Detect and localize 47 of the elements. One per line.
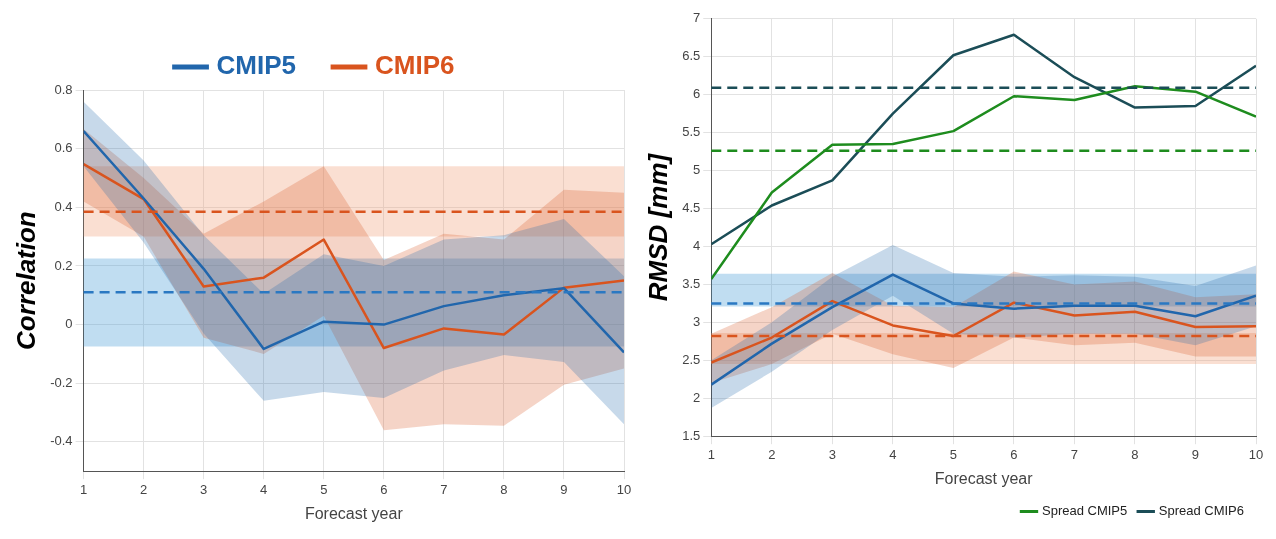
y-tick-label: 0.6 [54,140,73,156]
x-tick-label: 2 [768,446,776,462]
x-tick-label: 3 [828,446,836,462]
y-tick-label: 4.5 [682,200,701,216]
y-tick-label: 6 [693,86,701,102]
legend-label: Spread CMIP5 [1041,503,1128,519]
x-tick-label: 5 [949,446,957,462]
y-tick-label: -0.4 [50,433,73,449]
y-tick-label: 2 [693,389,701,405]
x-tick-label: 4 [889,446,897,462]
y-axis-title: Correlation [10,211,41,350]
y-tick-label: 0 [65,316,73,332]
y-tick-label: 2.5 [682,351,701,367]
y-tick-label: 3 [693,313,701,329]
x-tick-label: 9 [1191,446,1200,462]
y-tick-label: 0.8 [54,81,73,97]
x-tick-label: 10 [1248,446,1264,462]
y-tick-label: 3.5 [682,276,701,291]
y-tick-label: 7 [693,10,701,26]
y-tick-label: -0.2 [50,374,73,390]
y-axis-title: RMSD [mm] [642,152,673,302]
x-tick-label: 3 [200,481,208,497]
y-tick-label: 5 [693,162,701,178]
x-tick-label: 6 [380,481,388,497]
legend-label: CMIP6 [375,50,455,81]
x-tick-label: 1 [707,446,715,462]
x-tick-label: 10 [616,481,632,497]
y-tick-label: 6.5 [682,48,701,64]
y-tick-label: 0.4 [54,198,73,214]
y-tick-label: 5.5 [682,124,701,140]
x-axis-title: Forecast year [934,469,1034,487]
x-axis-title: Forecast year [304,504,404,522]
legend-label: CMIP5 [216,50,297,81]
y-tick-label: 1.5 [682,427,701,443]
x-tick-label: 4 [260,481,268,497]
x-tick-label: 6 [1010,446,1018,462]
x-tick-label: 1 [79,481,88,497]
x-tick-label: 7 [440,481,448,497]
x-tick-label: 9 [560,481,568,497]
y-tick-label: 4 [693,238,701,254]
x-tick-label: 7 [1070,446,1079,462]
legend-label: Spread CMIP6 [1158,503,1244,519]
y-tick-label: 0.2 [54,257,73,273]
x-tick-label: 2 [140,481,148,497]
x-tick-label: 8 [500,481,508,497]
x-tick-label: 5 [320,481,328,497]
x-tick-label: 8 [1131,446,1139,462]
